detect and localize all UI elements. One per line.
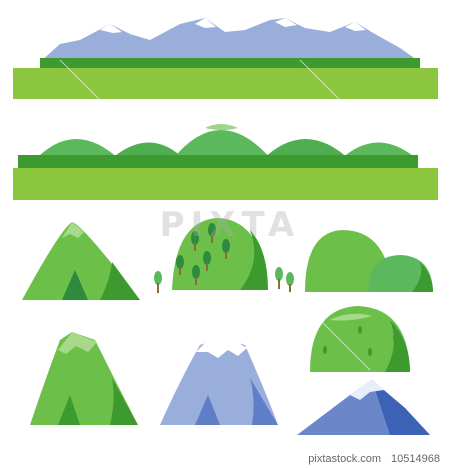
mountain-snow-cap xyxy=(195,18,216,28)
meadow-strip xyxy=(13,68,438,99)
tree xyxy=(275,267,283,289)
blue-snow-capped-mountain xyxy=(160,338,278,425)
mountain-shadow xyxy=(250,378,278,425)
mountain-shadow xyxy=(62,270,88,300)
tall-green-mountain xyxy=(30,332,138,425)
hill xyxy=(35,139,120,160)
tree xyxy=(191,231,199,251)
hill-shadow xyxy=(385,320,410,372)
mountain-peak-highlight xyxy=(62,222,84,238)
tree xyxy=(176,255,184,275)
tree xyxy=(154,271,162,293)
treeline xyxy=(40,58,420,70)
treeline xyxy=(18,155,418,169)
tree xyxy=(203,251,211,271)
snow-cap xyxy=(350,380,384,400)
blue-rocky-mountain xyxy=(297,380,430,435)
hill-highlight xyxy=(205,124,238,130)
distant-mountain-range xyxy=(40,18,420,62)
watermark-lines xyxy=(59,59,371,371)
mountain-body xyxy=(160,338,278,425)
tree xyxy=(286,272,294,292)
snowy-mountain-range-with-meadow xyxy=(13,18,438,99)
mountain-shadow xyxy=(110,378,138,425)
bush-dot xyxy=(393,334,397,342)
tree xyxy=(192,265,200,285)
hill xyxy=(172,130,272,160)
bush-dot xyxy=(323,346,327,354)
mountain-snow-cap xyxy=(100,24,122,33)
footer-image-id: 10514968 xyxy=(391,453,440,465)
bush-dot xyxy=(358,326,362,334)
mountain-shadow xyxy=(195,395,220,425)
bush-dot xyxy=(368,348,372,356)
mountain-snow-cap xyxy=(275,18,297,27)
hill-front xyxy=(368,255,433,292)
mountain-peak-highlight xyxy=(58,332,97,354)
hill-shadow xyxy=(412,262,433,292)
hill-body xyxy=(310,306,410,372)
meadow-strip xyxy=(13,168,438,200)
green-hill-with-trees xyxy=(154,218,294,293)
snow-cap xyxy=(196,338,247,358)
hill-highlight xyxy=(330,313,372,321)
dome-green-hill xyxy=(310,306,410,372)
mountain-body xyxy=(30,332,138,425)
tree xyxy=(208,223,216,243)
mountain-snow-cap xyxy=(345,22,366,31)
mountain-shadow xyxy=(58,395,80,425)
mountain-shadow xyxy=(372,380,430,435)
mountain-shadow xyxy=(100,262,140,300)
tree xyxy=(222,239,230,259)
pixta-watermark: PIXTA xyxy=(159,205,301,245)
rolling-hills-with-meadow xyxy=(13,124,438,200)
hill xyxy=(262,139,350,160)
footer-site: pixtastock.com xyxy=(308,453,382,465)
double-green-hill xyxy=(305,230,433,292)
hill-shadow xyxy=(240,230,268,290)
footer-bar: pixtastock.com 10514968 xyxy=(0,450,450,468)
green-volcano-mountain xyxy=(22,222,140,300)
